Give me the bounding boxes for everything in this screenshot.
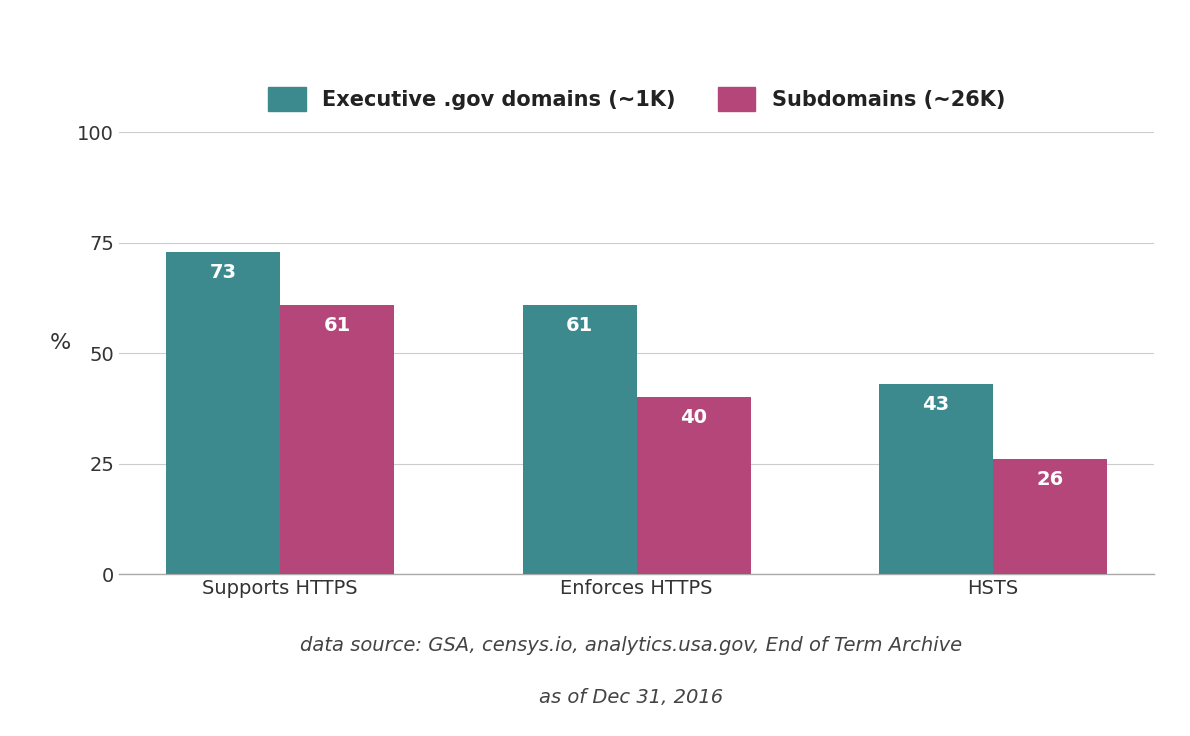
Text: as of Dec 31, 2016: as of Dec 31, 2016 [539, 687, 722, 707]
Bar [637, 397, 751, 574]
Legend: Executive .gov domains (~1K), Subdomains (~26K): Executive .gov domains (~1K), Subdomains… [258, 77, 1015, 121]
Text: 61: 61 [324, 316, 351, 335]
Bar [167, 252, 280, 574]
Bar [879, 384, 994, 574]
Bar [994, 459, 1107, 574]
Text: data source: GSA, censys.io, analytics.usa.gov, End of Term Archive: data source: GSA, censys.io, analytics.u… [300, 636, 962, 655]
Text: 73: 73 [209, 263, 237, 282]
Bar [522, 305, 637, 574]
Text: 61: 61 [566, 316, 594, 335]
Bar [280, 305, 394, 574]
Y-axis label: %: % [50, 333, 71, 353]
Text: 40: 40 [681, 408, 707, 428]
Text: 26: 26 [1036, 470, 1064, 489]
Text: 43: 43 [922, 395, 950, 414]
